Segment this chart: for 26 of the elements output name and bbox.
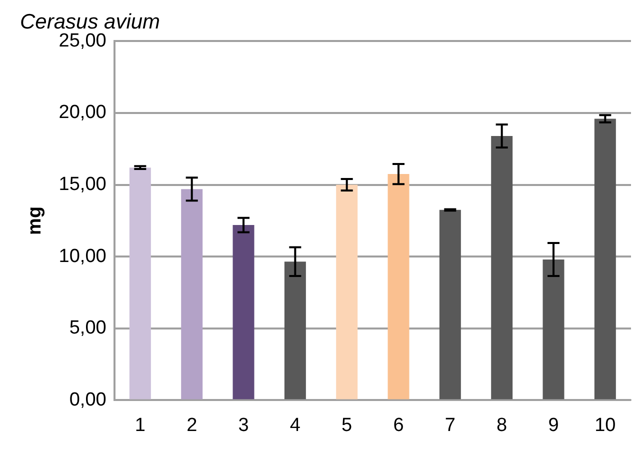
y-tick-label: 0,00 bbox=[69, 389, 106, 410]
y-tick-label: 5,00 bbox=[69, 318, 106, 339]
bar bbox=[336, 184, 358, 400]
x-tick-label: 8 bbox=[496, 414, 508, 436]
x-tick-label: 3 bbox=[238, 414, 249, 436]
bar bbox=[439, 210, 461, 400]
bar bbox=[129, 168, 151, 400]
y-tick-label: 15,00 bbox=[58, 174, 106, 196]
bar bbox=[594, 118, 616, 400]
bar bbox=[491, 136, 513, 400]
y-axis-title: mg bbox=[24, 206, 46, 235]
bar bbox=[542, 259, 564, 400]
x-tick-label: 2 bbox=[186, 414, 198, 436]
bar bbox=[284, 262, 306, 400]
x-tick-label: 9 bbox=[548, 414, 559, 436]
y-tick-label: 10,00 bbox=[58, 246, 106, 267]
bar bbox=[232, 225, 254, 400]
x-tick-label: 5 bbox=[342, 414, 352, 436]
x-tick-label: 4 bbox=[290, 414, 301, 436]
bar bbox=[181, 189, 203, 400]
x-tick-label: 7 bbox=[444, 414, 456, 436]
bar bbox=[388, 174, 410, 400]
x-tick-label: 1 bbox=[134, 414, 146, 436]
x-tick-label: 6 bbox=[393, 414, 404, 436]
x-tick-label: 10 bbox=[594, 414, 616, 436]
y-tick-label: 20,00 bbox=[58, 102, 106, 124]
